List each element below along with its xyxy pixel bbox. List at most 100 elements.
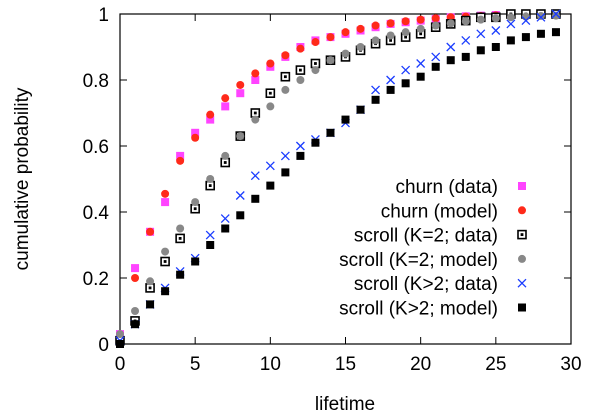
data-point [431,21,440,30]
legend-marker [518,303,526,312]
data-point [536,29,545,38]
data-point [281,51,290,60]
legend-label: scroll (K=2; data) [354,226,498,247]
data-point [521,16,531,26]
data-point [506,19,516,29]
data-point [386,31,395,40]
data-point [205,230,215,240]
data-point [146,300,155,309]
data-point [191,257,200,266]
data-point [356,24,365,33]
data-point [461,35,471,45]
legend-entry: scroll (K=2; data) [354,226,527,247]
data-point [251,194,260,203]
data-point [551,9,561,19]
legend-entry: scroll (K=2; model) [339,250,526,271]
data-point [116,340,124,348]
data-point [341,28,350,37]
data-point [161,189,170,198]
data-point [431,52,441,62]
legend-marker [518,206,526,215]
data-point [476,15,485,24]
data-point [296,151,305,160]
data-point [341,115,350,124]
data-point [131,320,140,329]
data-point [476,46,485,55]
data-point [176,156,185,165]
data-point [401,28,410,37]
data-point [311,66,320,75]
data-point [371,21,380,30]
data-point [221,102,230,111]
data-point [551,28,560,37]
series-6 [116,28,560,348]
data-point [416,59,426,68]
data-point [401,79,410,88]
data-point [536,11,545,20]
data-point [401,17,410,26]
data-point [311,38,320,47]
data-point [176,151,185,160]
data-point [221,224,230,233]
legend-label: churn (model) [381,201,498,222]
data-point [131,274,140,282]
data-point [131,307,140,315]
data-point [236,211,245,220]
data-point [266,102,275,111]
data-point [416,15,425,24]
x-tick-label: 30 [560,354,581,375]
y-tick-label: 1 [98,5,109,26]
legend-marker [517,278,527,288]
data-point [206,241,215,249]
data-point [191,128,200,137]
data-point [491,14,500,23]
data-point [416,24,425,33]
data-point [206,115,215,124]
data-point [311,138,320,147]
x-axis-label: lifetime [315,394,375,415]
data-point [296,76,305,84]
data-point [191,133,200,142]
data-point [176,224,185,233]
data-point [280,151,290,161]
data-point [326,33,335,42]
data-point [220,214,230,224]
data-point [281,85,290,94]
data-point [356,43,365,51]
x-tick-label: 10 [260,354,281,375]
data-point [131,264,140,273]
data-point [341,49,350,58]
data-point [251,115,260,124]
data-point [521,33,530,42]
data-point [386,19,395,28]
data-point [461,52,470,61]
y-tick-label: 0 [98,335,109,356]
data-point [236,132,245,141]
data-point [386,85,395,94]
legend-entry: churn (data) [396,177,526,198]
data-point [146,227,155,236]
data-point [266,181,275,190]
y-tick-label: 0.4 [83,203,110,224]
series-4 [116,11,560,339]
data-point [146,277,155,286]
data-point [160,256,170,267]
data-point [326,56,335,65]
data-point [521,12,530,21]
x-tick-label: 5 [190,354,201,375]
data-point [206,110,215,119]
y-tick-label: 0.6 [83,137,109,158]
data-point [371,95,380,104]
data-point [280,71,291,82]
x-tick-label: 0 [115,354,126,375]
data-point [551,11,560,20]
data-point [161,247,170,256]
legend-entry: churn (model) [381,201,526,222]
legend-label: scroll (K>2; model) [339,299,498,320]
data-point [431,14,440,23]
data-point [281,168,290,177]
y-tick-label: 0.2 [83,269,109,290]
data-point [295,141,305,151]
legend-marker [518,182,526,190]
plot-frame [119,13,572,345]
